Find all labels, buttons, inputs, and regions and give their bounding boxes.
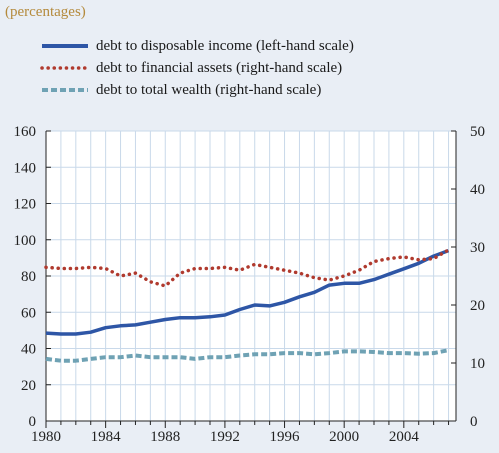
left-tick-label: 140 [14,160,37,176]
left-tick-label: 40 [21,342,36,358]
x-tick-label: 2004 [389,429,420,445]
left-tick-label: 80 [21,269,36,285]
legend-label-total-wealth: debt to total wealth (right-hand scale) [96,82,322,98]
legend-label-financial-assets: debt to financial assets (right-hand sca… [96,60,343,76]
chart-subtitle: (percentages) [5,4,86,20]
x-tick-label: 1992 [210,429,240,445]
series-line-0 [45,248,450,336]
left-tick-label: 120 [14,197,37,213]
x-tick-label: 1996 [270,429,301,445]
right-tick-label: 50 [470,124,485,140]
series-line-2 [45,348,449,363]
left-tick-label: 0 [29,414,37,430]
right-tick-label: 10 [470,356,485,372]
legend-swatch-total-wealth [42,88,88,92]
series-line-1 [44,248,451,288]
right-tick-label: 40 [470,182,485,198]
x-tick-label: 1988 [150,429,180,445]
legend-swatch-income [42,44,88,48]
right-tick-label: 0 [470,414,478,430]
left-tick-label: 160 [14,124,37,140]
left-tick-label: 20 [21,378,36,394]
left-tick-label: 60 [21,305,36,321]
right-tick-label: 20 [470,298,485,314]
x-tick-label: 1984 [91,429,122,445]
legend-label-income: debt to disposable income (left-hand sca… [96,38,354,54]
x-tick-label: 2000 [329,429,359,445]
left-tick-label: 100 [14,233,37,249]
x-tick-label: 1980 [31,429,61,445]
legend-swatch-financial-assets [40,66,90,70]
right-tick-label: 30 [470,240,485,256]
